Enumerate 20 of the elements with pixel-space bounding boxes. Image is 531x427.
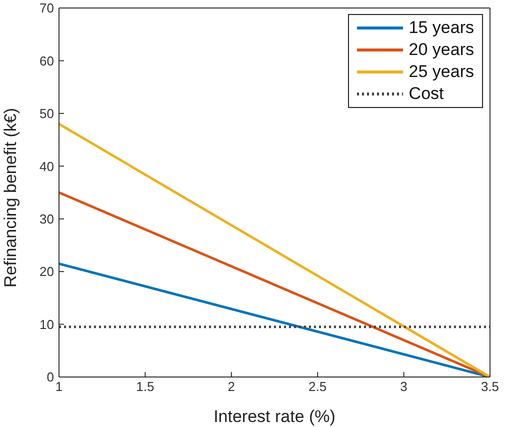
y-tick-label: 0 <box>46 370 54 385</box>
y-tick-label: 40 <box>40 158 54 174</box>
x-tick-label: 1.5 <box>136 379 154 394</box>
y-tick-label: 10 <box>40 316 54 332</box>
y-axis-title: Refinancing benefit (k€) <box>1 108 20 288</box>
legend-label: 15 years <box>408 18 474 38</box>
y-tick-label: 30 <box>40 211 54 226</box>
legend-label: 20 years <box>408 40 474 60</box>
y-tick-label: 60 <box>40 53 54 68</box>
y-tick-label: 50 <box>40 106 54 122</box>
y-tick-label: 70 <box>40 0 54 16</box>
legend-label: Cost <box>408 84 444 104</box>
legend-label: 25 years <box>408 62 474 82</box>
x-tick-label: 3.5 <box>480 379 500 394</box>
y-tick-label: 20 <box>40 264 54 280</box>
x-tick-label: 2.5 <box>308 379 327 394</box>
x-tick-label: 1 <box>55 379 63 394</box>
x-tick-label: 3 <box>400 379 408 394</box>
x-tick-label: 2 <box>228 379 236 394</box>
x-axis-title: Interest rate (%) <box>214 407 336 426</box>
